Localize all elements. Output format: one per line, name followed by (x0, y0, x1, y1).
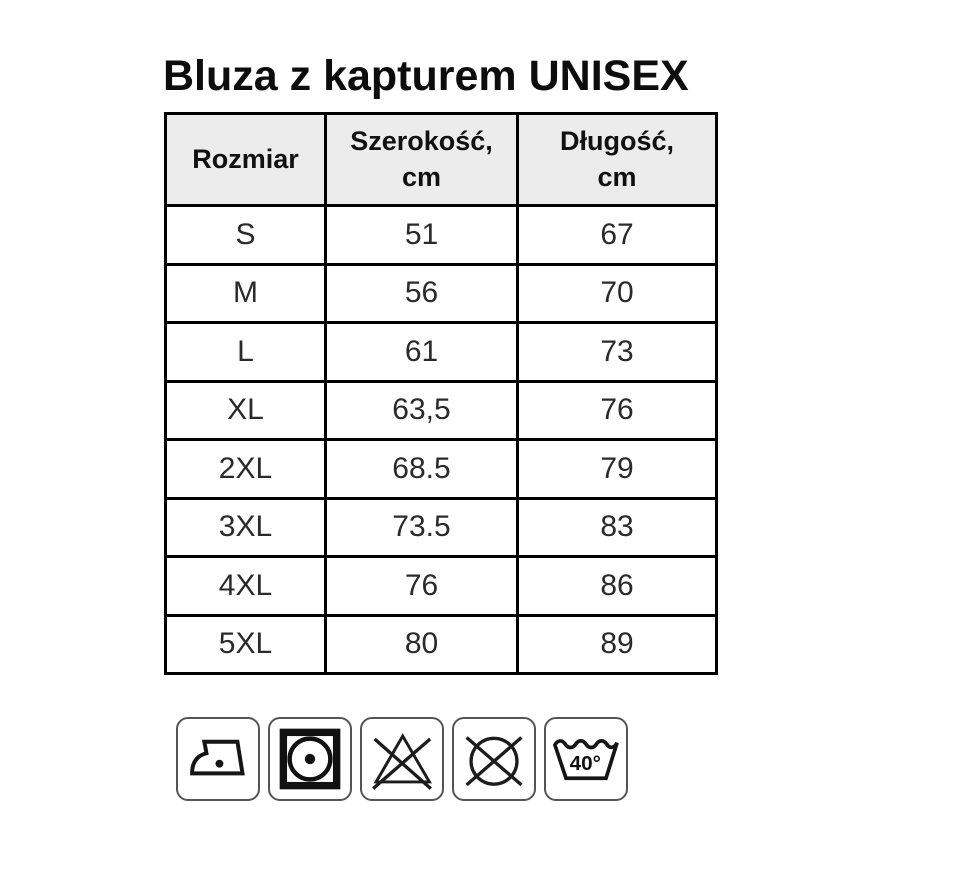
cell-size: 4XL (164, 555, 327, 617)
cell-length-cm: 73 (516, 321, 718, 383)
size-table-header: Rozmiar Szerokość, cm Długość, cm (164, 112, 718, 207)
header-cell-rozmiar: Rozmiar (164, 112, 327, 207)
header-line: Rozmiar (192, 143, 299, 174)
wash-40-icon: 40° (544, 717, 628, 801)
cell-length-cm: 89 (516, 613, 718, 675)
do-not-dry-clean-icon (452, 717, 536, 801)
cell-size: L (164, 321, 327, 383)
wash-temperature-label: 40° (570, 752, 601, 775)
cell-size: 2XL (164, 438, 327, 500)
cell-width-cm: 51 (324, 204, 519, 266)
cell-size: M (164, 262, 327, 324)
header-cell-szerokosc: Szerokość, cm (324, 112, 519, 207)
cell-length-cm: 79 (516, 438, 718, 500)
cell-size: S (164, 204, 327, 266)
header-line: cm (597, 161, 637, 192)
cell-width-cm: 56 (324, 262, 519, 324)
cell-length-cm: 70 (516, 262, 718, 324)
header-line: Szerokość, (350, 126, 493, 157)
care-icons-row: 40° (176, 717, 628, 801)
table-row: M 56 70 (164, 262, 718, 324)
cell-width-cm: 68.5 (324, 438, 519, 500)
table-row: S 51 67 (164, 204, 718, 266)
table-row: 2XL 68.5 79 (164, 438, 718, 500)
table-row: 4XL 76 86 (164, 555, 718, 617)
cell-size: 5XL (164, 613, 327, 675)
table-row: XL 63,5 76 (164, 379, 718, 441)
table-row: 3XL 73.5 83 (164, 496, 718, 558)
table-row: L 61 73 (164, 321, 718, 383)
table-header-row: Rozmiar Szerokość, cm Długość, cm (164, 112, 718, 207)
header-line: cm (401, 161, 442, 192)
size-table: Rozmiar Szerokość, cm Długość, cm S 51 6… (164, 112, 718, 675)
cell-length-cm: 67 (516, 204, 718, 266)
header-cell-dlugosc: Długość, cm (516, 112, 718, 207)
page-title: Bluza z kapturem UNISEX (163, 52, 689, 100)
tumble-dry-low-icon (268, 717, 352, 801)
header-line: Długość, (559, 126, 674, 157)
cell-size: XL (164, 379, 327, 441)
cell-width-cm: 76 (324, 555, 519, 617)
cell-size: 3XL (164, 496, 327, 558)
cell-width-cm: 63,5 (324, 379, 519, 441)
iron-low-icon (176, 717, 260, 801)
cell-length-cm: 76 (516, 379, 718, 441)
cell-width-cm: 61 (324, 321, 519, 383)
cell-width-cm: 73.5 (324, 496, 519, 558)
cell-width-cm: 80 (324, 613, 519, 675)
cell-length-cm: 83 (516, 496, 718, 558)
size-table-body: S 51 67 M 56 70 L 61 73 XL 63,5 76 2XL 6 (164, 204, 718, 675)
do-not-bleach-icon (360, 717, 444, 801)
cell-length-cm: 86 (516, 555, 718, 617)
table-row: 5XL 80 89 (164, 613, 718, 675)
